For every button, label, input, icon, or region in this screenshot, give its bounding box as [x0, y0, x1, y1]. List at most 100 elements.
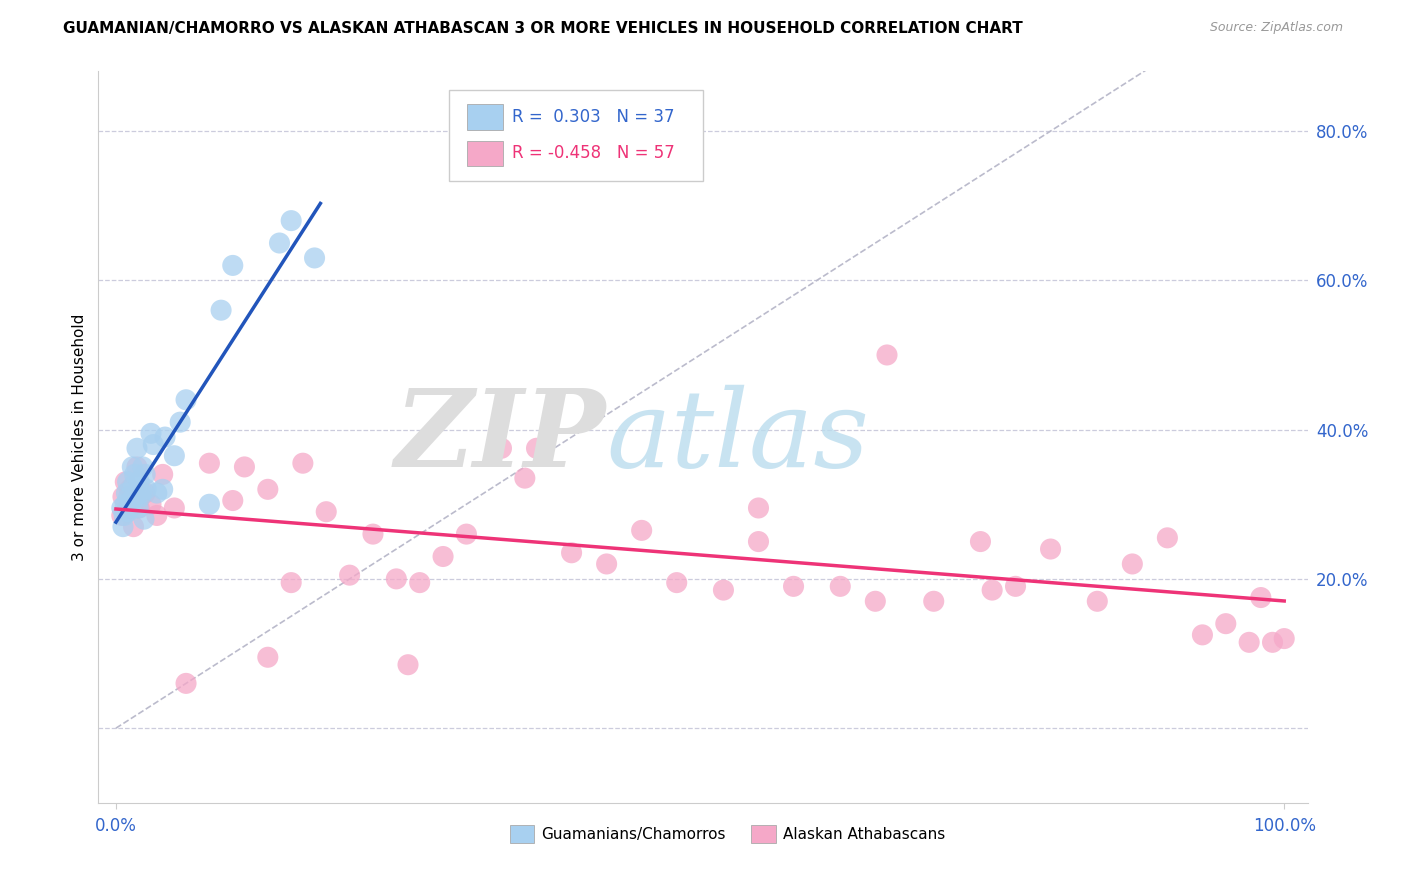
Point: [117, 475, 139, 489]
Point: [1191, 628, 1213, 642]
Point: [1237, 635, 1260, 649]
Bar: [467, 104, 503, 130]
Point: [174, 676, 197, 690]
Point: [526, 442, 548, 456]
Point: [142, 437, 165, 451]
Point: [117, 505, 139, 519]
Text: GUAMANIAN/CHAMORRO VS ALASKAN ATHABASCAN 3 OR MORE VEHICLES IN HOUSEHOLD CORRELA: GUAMANIAN/CHAMORRO VS ALASKAN ATHABASCAN…: [63, 21, 1024, 37]
Point: [280, 213, 302, 227]
Point: [222, 493, 245, 508]
Point: [120, 493, 142, 508]
Text: atlas: atlas: [606, 384, 869, 490]
Text: Source: ZipAtlas.com: Source: ZipAtlas.com: [1209, 21, 1343, 35]
Point: [153, 430, 176, 444]
Point: [111, 519, 134, 533]
Point: [134, 467, 156, 482]
Point: [209, 303, 232, 318]
Bar: [467, 141, 503, 167]
Point: [125, 442, 148, 456]
Point: [174, 392, 197, 407]
Point: [1004, 579, 1026, 593]
Point: [129, 490, 152, 504]
Point: [969, 534, 991, 549]
Point: [134, 486, 156, 500]
Point: [361, 527, 384, 541]
Point: [432, 549, 454, 564]
Bar: [751, 825, 776, 843]
Point: [139, 497, 162, 511]
Point: [114, 497, 136, 511]
Point: [1121, 557, 1143, 571]
Point: [922, 594, 945, 608]
Point: [665, 575, 688, 590]
Text: ZIP: ZIP: [395, 384, 606, 490]
Text: R =  0.303   N = 37: R = 0.303 N = 37: [512, 108, 675, 126]
Text: Alaskan Athabascans: Alaskan Athabascans: [783, 827, 945, 842]
Point: [1215, 616, 1237, 631]
Point: [118, 483, 141, 497]
Point: [830, 579, 852, 593]
Point: [115, 486, 138, 500]
Point: [122, 519, 145, 533]
Point: [561, 546, 583, 560]
Point: [111, 508, 134, 523]
Point: [339, 568, 361, 582]
Point: [132, 512, 155, 526]
Point: [111, 500, 134, 515]
Point: [131, 486, 153, 500]
Point: [304, 251, 326, 265]
Point: [1156, 531, 1178, 545]
Point: [1085, 594, 1108, 608]
Point: [491, 442, 513, 456]
Point: [222, 259, 245, 273]
Point: [269, 235, 291, 250]
Point: [865, 594, 887, 608]
Point: [135, 483, 157, 497]
Point: [169, 415, 191, 429]
Point: [409, 575, 432, 590]
Point: [127, 500, 149, 515]
Point: [128, 500, 150, 515]
Point: [385, 572, 408, 586]
Point: [233, 459, 256, 474]
Point: [198, 497, 221, 511]
Point: [111, 490, 134, 504]
Point: [981, 583, 1004, 598]
Point: [125, 490, 148, 504]
Point: [152, 483, 174, 497]
Point: [595, 557, 617, 571]
Point: [876, 348, 898, 362]
Point: [256, 483, 278, 497]
Point: [291, 456, 314, 470]
Point: [782, 579, 804, 593]
Point: [118, 490, 141, 504]
FancyBboxPatch shape: [449, 90, 703, 181]
Point: [112, 508, 135, 523]
Point: [713, 583, 735, 598]
Point: [163, 449, 186, 463]
Point: [747, 534, 769, 549]
Y-axis label: 3 or more Vehicles in Household: 3 or more Vehicles in Household: [72, 313, 87, 561]
Point: [114, 475, 136, 489]
Point: [128, 475, 150, 489]
Point: [1250, 591, 1272, 605]
Point: [456, 527, 478, 541]
Point: [1272, 632, 1295, 646]
Point: [315, 505, 337, 519]
Point: [198, 456, 221, 470]
Point: [122, 478, 145, 492]
Point: [146, 508, 169, 523]
Point: [163, 500, 186, 515]
Text: Guamanians/Chamorros: Guamanians/Chamorros: [541, 827, 725, 842]
Point: [747, 500, 769, 515]
Point: [513, 471, 536, 485]
Point: [630, 524, 652, 538]
Point: [146, 486, 169, 500]
Point: [118, 500, 141, 515]
Point: [396, 657, 419, 672]
Point: [121, 459, 143, 474]
Point: [124, 467, 146, 482]
Point: [1039, 542, 1062, 557]
Point: [152, 467, 174, 482]
Point: [132, 459, 155, 474]
